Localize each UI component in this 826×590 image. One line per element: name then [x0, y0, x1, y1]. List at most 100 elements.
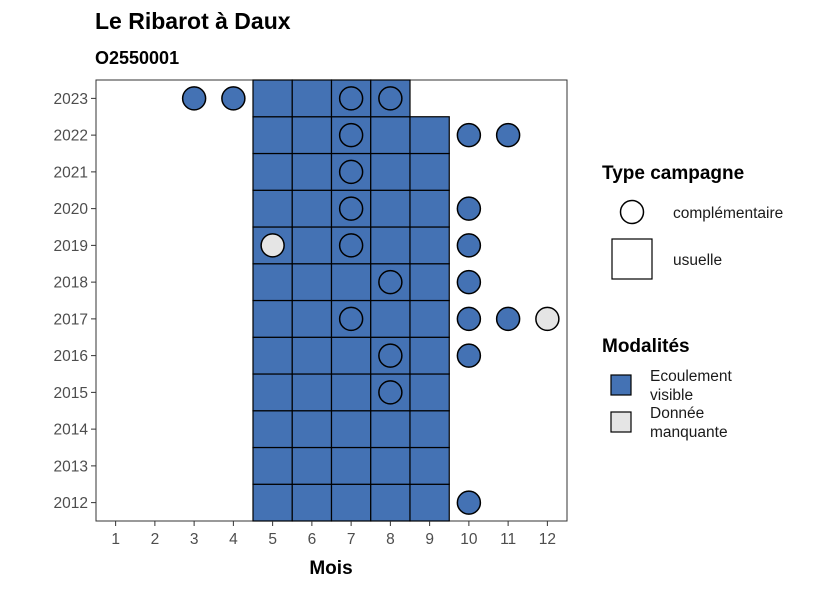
tile-usuelle: [252, 410, 293, 449]
point-complementaire: [221, 86, 246, 111]
tile-usuelle: [330, 373, 372, 412]
tile-usuelle: [252, 79, 293, 118]
y-tick-label: 2023: [54, 91, 88, 108]
x-tick-label: 1: [111, 531, 120, 548]
point-complementaire: [456, 196, 482, 221]
x-tick-label: 7: [347, 531, 356, 548]
x-tick-label: 11: [500, 531, 516, 548]
y-tick-label: 2018: [54, 275, 88, 292]
tile-usuelle: [330, 410, 372, 449]
point-complementaire: [338, 86, 364, 111]
tile-usuelle: [252, 116, 293, 155]
tile-usuelle: [370, 299, 411, 338]
y-tick-label: 2019: [54, 238, 88, 255]
point-complementaire: [456, 306, 482, 332]
point-complementaire: [260, 233, 285, 258]
tile-usuelle: [291, 226, 333, 265]
tile-usuelle: [291, 116, 333, 155]
point-complementaire: [338, 196, 364, 221]
x-tick-label: 5: [268, 531, 277, 548]
tile-usuelle: [330, 446, 372, 485]
point-complementaire: [338, 233, 364, 258]
tile-usuelle: [252, 483, 293, 522]
legend: Type campagne complémentaire usuelle Moda…: [602, 163, 783, 441]
y-tick-label: 2020: [54, 201, 89, 218]
y-tick-label: 2013: [54, 458, 88, 475]
chart-title: Le Ribarot à Daux: [95, 8, 291, 34]
point-complementaire: [338, 306, 364, 332]
x-tick-label: 4: [229, 531, 238, 548]
point-complementaire: [378, 380, 403, 405]
y-tick-label: 2014: [54, 422, 89, 439]
tile-usuelle: [291, 483, 333, 522]
y-tick-label: 2015: [54, 385, 88, 402]
x-axis: 1 2 3 4 5 6 7 8 9 10 11 12: [111, 521, 556, 548]
point-complementaire: [456, 269, 482, 295]
point-complementaire: [456, 122, 482, 148]
tile-usuelle: [252, 299, 293, 338]
tile-usuelle: [252, 152, 293, 191]
y-tick-label: 2022: [54, 128, 88, 145]
point-complementaire: [456, 490, 482, 515]
legend-label-modalite: Ecoulement: [650, 368, 733, 385]
tile-usuelle: [370, 226, 411, 265]
point-complementaire: [495, 306, 521, 332]
tile-usuelle: [370, 446, 411, 485]
legend-type-items: complémentaire usuelle: [611, 199, 783, 280]
point-complementaire: [378, 269, 403, 295]
y-tick-label: 2016: [54, 348, 88, 365]
chart-subtitle: O2550001: [95, 48, 179, 68]
tile-usuelle: [291, 299, 333, 338]
legend-label-modalite: Donnée: [650, 405, 704, 422]
tile-usuelle: [291, 189, 333, 228]
tile-usuelle: [409, 226, 450, 265]
legend-label-modalite: visible: [650, 387, 693, 404]
legend-type-title: Type campagne: [602, 163, 744, 184]
tile-usuelle: [370, 152, 411, 191]
x-axis-title: Mois: [309, 558, 352, 579]
x-tick-label: 9: [425, 531, 434, 548]
legend-key-modalite: [610, 411, 632, 433]
tile-usuelle: [330, 336, 372, 375]
point-complementaire: [338, 159, 364, 185]
point-complementaire: [535, 306, 560, 332]
point-complementaire: [495, 122, 521, 148]
legend-key-usuelle: [611, 238, 653, 280]
tile-usuelle: [330, 483, 372, 522]
y-axis: 2012 2013 2014 2015 2016 2017 2018 2019 2020 2021…: [54, 91, 96, 512]
tile-usuelle: [252, 446, 293, 485]
point-complementaire: [181, 86, 207, 111]
tile-usuelle: [291, 152, 333, 191]
tile-usuelle: [409, 299, 450, 338]
tile-usuelle: [252, 189, 293, 228]
tile-usuelle: [252, 263, 293, 302]
tile-usuelle: [409, 373, 450, 412]
point-complementaire: [378, 86, 403, 111]
tile-usuelle: [370, 483, 411, 522]
y-tick-label: 2017: [54, 311, 88, 328]
tile-usuelle: [409, 116, 450, 155]
x-tick-label: 10: [460, 531, 478, 548]
legend-modalites-title: Modalités: [602, 336, 690, 357]
plot-area: [95, 79, 568, 522]
point-complementaire: [378, 343, 403, 368]
legend-key-complementaire: [619, 199, 645, 225]
tile-usuelle: [330, 263, 372, 302]
x-tick-label: 2: [151, 531, 160, 548]
tile-usuelle: [291, 263, 333, 302]
tile-usuelle: [409, 446, 450, 485]
x-tick-label: 12: [539, 531, 556, 548]
tile-usuelle: [291, 79, 333, 118]
y-tick-label: 2021: [54, 164, 88, 181]
tile-usuelle: [370, 410, 411, 449]
legend-label-usuelle: usuelle: [673, 252, 722, 269]
tile-usuelle: [409, 189, 450, 228]
tile-usuelle: [409, 336, 450, 375]
tile-usuelle: [252, 373, 293, 412]
tile-usuelle: [252, 336, 293, 375]
tile-usuelle: [409, 263, 450, 302]
tile-usuelle: [409, 152, 450, 191]
point-complementaire: [338, 122, 364, 148]
